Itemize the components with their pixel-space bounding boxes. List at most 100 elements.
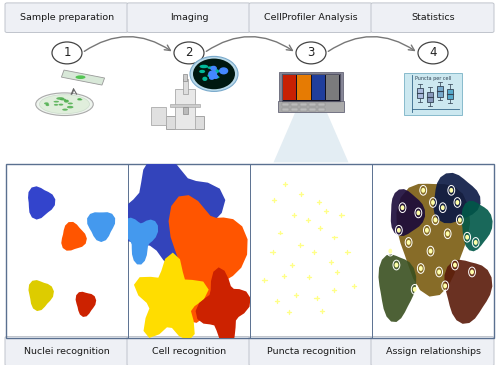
- Text: 2: 2: [185, 46, 193, 59]
- Bar: [62, 70, 104, 85]
- Circle shape: [398, 228, 400, 232]
- Bar: [300, 103, 307, 107]
- Bar: [291, 103, 298, 107]
- Circle shape: [438, 270, 440, 274]
- FancyBboxPatch shape: [249, 3, 372, 32]
- Bar: [279, 72, 343, 103]
- Text: Puncta recognition: Puncta recognition: [266, 347, 356, 356]
- Circle shape: [418, 42, 448, 64]
- Polygon shape: [274, 110, 348, 162]
- Bar: [309, 103, 316, 107]
- Ellipse shape: [208, 74, 214, 77]
- Circle shape: [220, 68, 228, 74]
- Ellipse shape: [68, 103, 73, 104]
- Text: Nuclei recognition: Nuclei recognition: [24, 347, 110, 356]
- Text: 1: 1: [63, 46, 71, 59]
- Bar: [175, 89, 195, 129]
- Circle shape: [442, 206, 444, 210]
- Bar: [291, 108, 298, 111]
- Text: 4: 4: [429, 46, 437, 59]
- Bar: [437, 86, 444, 96]
- FancyBboxPatch shape: [371, 3, 494, 32]
- Polygon shape: [62, 222, 87, 251]
- Bar: [312, 75, 325, 100]
- Bar: [318, 108, 325, 111]
- Ellipse shape: [56, 97, 64, 100]
- Bar: [282, 74, 340, 101]
- Circle shape: [52, 42, 82, 64]
- Circle shape: [471, 270, 474, 274]
- Circle shape: [389, 249, 392, 253]
- Circle shape: [446, 232, 449, 235]
- FancyBboxPatch shape: [249, 337, 372, 365]
- Circle shape: [417, 211, 420, 215]
- Bar: [151, 107, 166, 125]
- Ellipse shape: [67, 106, 73, 108]
- Ellipse shape: [78, 98, 82, 100]
- Bar: [170, 104, 200, 107]
- Text: Cell recognition: Cell recognition: [152, 347, 226, 356]
- Polygon shape: [434, 173, 480, 223]
- Polygon shape: [134, 253, 208, 341]
- Bar: [183, 74, 187, 81]
- Text: 3: 3: [308, 46, 314, 59]
- Circle shape: [209, 71, 216, 77]
- Polygon shape: [28, 186, 56, 220]
- Bar: [282, 108, 289, 111]
- Polygon shape: [444, 260, 492, 324]
- Bar: [326, 75, 339, 100]
- Ellipse shape: [54, 101, 59, 103]
- Circle shape: [408, 241, 410, 244]
- Polygon shape: [396, 184, 470, 297]
- Ellipse shape: [60, 99, 66, 100]
- Circle shape: [190, 56, 238, 91]
- Circle shape: [402, 206, 404, 210]
- Circle shape: [210, 76, 214, 79]
- Ellipse shape: [200, 65, 208, 68]
- Ellipse shape: [36, 93, 93, 115]
- Polygon shape: [87, 212, 115, 242]
- Circle shape: [430, 249, 432, 253]
- Ellipse shape: [76, 76, 86, 79]
- Polygon shape: [76, 292, 96, 317]
- Circle shape: [420, 267, 422, 270]
- Bar: [283, 75, 296, 100]
- Bar: [318, 103, 325, 107]
- Circle shape: [454, 263, 456, 267]
- Circle shape: [422, 189, 424, 192]
- Ellipse shape: [214, 69, 219, 73]
- Text: CellProfiler Analysis: CellProfiler Analysis: [264, 13, 358, 22]
- Bar: [309, 108, 316, 111]
- Bar: [427, 92, 433, 102]
- FancyBboxPatch shape: [5, 3, 128, 32]
- Bar: [182, 79, 188, 94]
- Circle shape: [174, 42, 204, 64]
- Circle shape: [211, 66, 216, 70]
- Bar: [404, 73, 462, 115]
- Text: Statistics: Statistics: [411, 13, 455, 22]
- Bar: [166, 116, 204, 129]
- FancyBboxPatch shape: [127, 3, 250, 32]
- Bar: [447, 89, 453, 99]
- Circle shape: [414, 288, 416, 291]
- Polygon shape: [378, 254, 416, 322]
- Bar: [300, 108, 307, 111]
- Ellipse shape: [214, 76, 220, 78]
- Polygon shape: [196, 267, 250, 345]
- Text: Sample preparation: Sample preparation: [20, 13, 114, 22]
- Ellipse shape: [208, 74, 216, 76]
- Circle shape: [434, 218, 436, 222]
- Circle shape: [456, 201, 458, 204]
- Circle shape: [458, 218, 461, 222]
- Polygon shape: [28, 280, 54, 311]
- Circle shape: [450, 189, 452, 192]
- Polygon shape: [462, 201, 492, 251]
- Ellipse shape: [199, 70, 205, 73]
- Circle shape: [193, 58, 235, 89]
- Polygon shape: [168, 195, 248, 323]
- Ellipse shape: [46, 104, 50, 106]
- Text: Imaging: Imaging: [170, 13, 208, 22]
- Bar: [282, 103, 289, 107]
- Circle shape: [214, 75, 218, 78]
- Ellipse shape: [44, 102, 48, 104]
